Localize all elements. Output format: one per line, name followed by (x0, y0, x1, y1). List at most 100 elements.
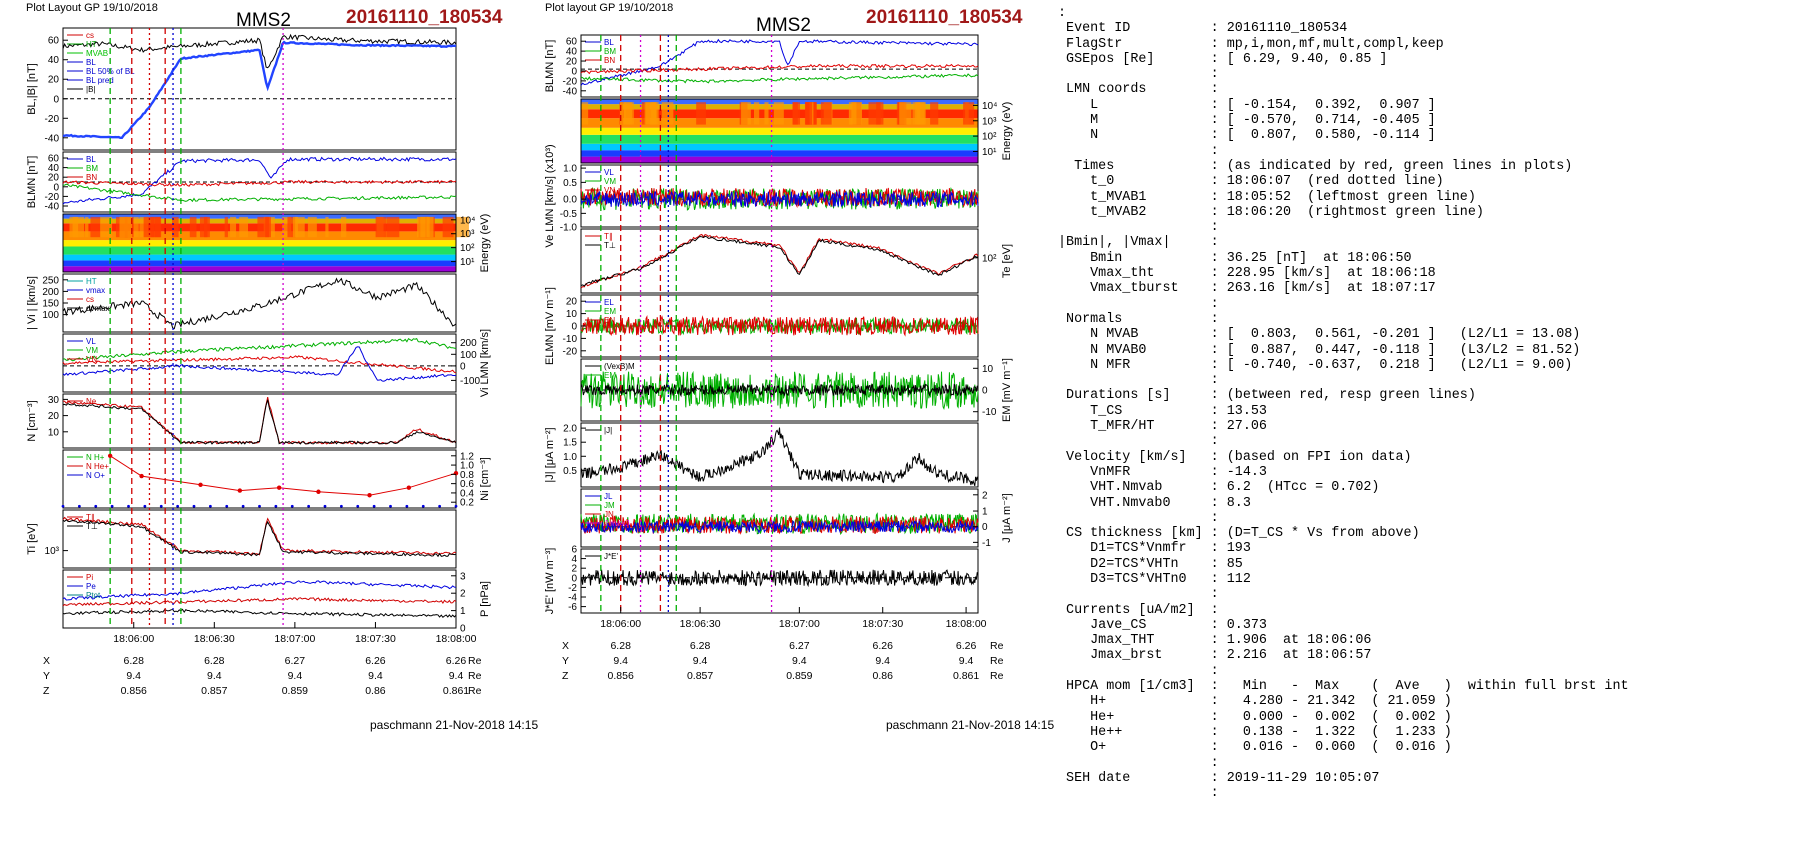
info-line: He++ : 0.138 - 1.322 ( 1.233 ) (1058, 724, 1452, 740)
left-series-line (62, 355, 457, 374)
left-spectrogram-patch (224, 216, 228, 238)
middle-ephem-unit: Re (990, 655, 1004, 667)
middle-series-line (580, 427, 979, 486)
middle-panel-frame (580, 548, 979, 614)
middle-ytick-label: 10⁴ (982, 101, 997, 112)
middle-ytick-label: -4 (568, 593, 577, 604)
middle-legend-label: JM (604, 501, 615, 510)
left-legend-label: VL (86, 337, 96, 346)
left-spectrogram-patch (239, 216, 249, 238)
left-panel-frame (62, 509, 457, 569)
left-series-line (62, 33, 457, 69)
left-legend-label: VM (86, 346, 98, 355)
left-footer: paschmann 21-Nov-2018 14:15 (370, 718, 539, 732)
left-xtick-label: 18:08:00 (436, 633, 477, 645)
left-series-line (62, 179, 457, 187)
middle-series-line (580, 235, 979, 287)
info-line: : (1058, 510, 1219, 526)
middle-ytick-label: -1.0 (560, 223, 578, 234)
middle-xtick-label: 18:06:30 (680, 618, 721, 630)
left-hplus-point (198, 482, 203, 487)
info-line: Bmin : 36.25 [nT] at 18:06:50 (1058, 250, 1412, 266)
left-ytick-label: 200 (42, 287, 59, 298)
middle-spectrogram-patch (876, 102, 884, 125)
left-oplus-point (77, 504, 81, 508)
info-line: D1=TCS*Vnmfr : 193 (1058, 541, 1251, 557)
left-ytick-label: 0 (460, 624, 466, 635)
middle-ylabel: J*E' [nW m⁻³] (544, 548, 556, 615)
info-line: FlagStr : mp,i,mon,mf,mult,compl,keep (1058, 36, 1444, 52)
middle-spectrogram-patch (773, 102, 784, 125)
info-line: O+ : 0.016 - 0.060 ( 0.016 ) (1058, 740, 1452, 756)
middle-ytick-label: 10² (982, 132, 997, 143)
middle-series-line (580, 569, 979, 588)
middle-series-line (580, 38, 979, 86)
middle-ytick-label: -2 (568, 583, 577, 594)
left-oplus-point (159, 504, 163, 508)
info-line: : (1058, 434, 1219, 450)
middle-ytick-label: 2 (982, 490, 988, 501)
info-line: Vmax_tht : 228.95 [km/s] at 18:06:18 (1058, 266, 1436, 282)
info-line: VHT.Nmvab0 : 8.3 (1058, 495, 1251, 511)
left-ephem-unit: Re (468, 670, 482, 682)
left-oplus-point (143, 504, 147, 508)
info-line: |Bmin|, |Vmax| : (1058, 235, 1219, 251)
left-ephem-label: X (43, 655, 50, 667)
left-xtick-label: 18:07:30 (355, 633, 396, 645)
left-ytick-label: -100 (460, 376, 480, 387)
left-legend-label: cs (86, 295, 94, 304)
left-legend-label: dvmax (86, 304, 110, 313)
middle-ephem-value: 9.4 (875, 655, 890, 667)
left-ytick-label: 150 (42, 299, 59, 310)
middle-legend-label: J maxJ (604, 519, 629, 528)
left-series-line (62, 399, 457, 445)
middle-panel-frame (580, 422, 979, 488)
left-spectrogram-patch (417, 216, 430, 238)
left-spectrogram-band (63, 260, 456, 267)
left-ytick-label: -20 (45, 192, 60, 203)
left-spectrogram-patch (133, 216, 139, 238)
middle-panel-2: 10⁴ 10³ 10² 10¹ Energy (eV) (580, 98, 1013, 164)
middle-xtick-label: 18:08:00 (946, 618, 987, 630)
left-ephem-value: 0.86 (365, 685, 386, 697)
info-line: Currents [uA/m2] : (1058, 602, 1219, 618)
middle-ylabel: Te [eV] (1001, 244, 1013, 278)
left-ytick-label: 1.2 (460, 451, 474, 462)
left-ephem-label: Z (43, 685, 50, 697)
left-hplus-point (237, 488, 243, 493)
middle-ephem-unit: Re (990, 640, 1004, 652)
left-series-line (62, 156, 457, 205)
middle-legend-label: T∥ (604, 232, 613, 241)
left-series-line (62, 597, 457, 607)
left-legend-label: VN (86, 355, 97, 364)
left-ytick-label: 10¹ (460, 257, 475, 268)
left-ephem-value: 0.861 (443, 685, 469, 697)
left-ephem-value: 9.4 (207, 670, 222, 682)
middle-spectrogram-band (581, 143, 978, 151)
left-ytick-label: -40 (45, 133, 60, 144)
middle-spectrogram-patch (804, 102, 813, 125)
info-line: : (1058, 786, 1219, 802)
middle-ytick-label: 0.5 (563, 466, 577, 477)
middle-legend-label: |J| (604, 426, 612, 435)
middle-xtick-label: 18:07:00 (779, 618, 820, 630)
left-oplus-point (421, 504, 425, 508)
left-panel-7: 1.21.00.80.60.40.2 Ni [cm⁻³] N H+N He+N O+ (61, 449, 491, 509)
middle-legend-label: (VexB)M (604, 362, 635, 371)
left-spectrogram-patch (375, 216, 387, 238)
middle-ytick-label: 10¹ (982, 147, 997, 158)
middle-legend-label: EM (604, 371, 616, 380)
middle-legend-label: VN (604, 186, 615, 195)
middle-ytick-label: -0.5 (560, 209, 578, 220)
info-line: T_MFR/HT : 27.06 (1058, 419, 1267, 435)
left-ytick-label: 100 (460, 350, 477, 361)
left-legend-label: HT (86, 277, 97, 286)
middle-ephem-value: 0.861 (953, 670, 979, 682)
middle-ytick-label: -1 (982, 538, 991, 549)
left-spectrogram-patch (119, 216, 133, 238)
left-oplus-point (389, 504, 392, 508)
middle-ytick-label: 0.5 (563, 178, 577, 189)
middle-spectrogram-patch (963, 102, 975, 125)
middle-ephem-unit: Re (990, 670, 1004, 682)
left-legend-label: T⊥ (86, 522, 98, 531)
